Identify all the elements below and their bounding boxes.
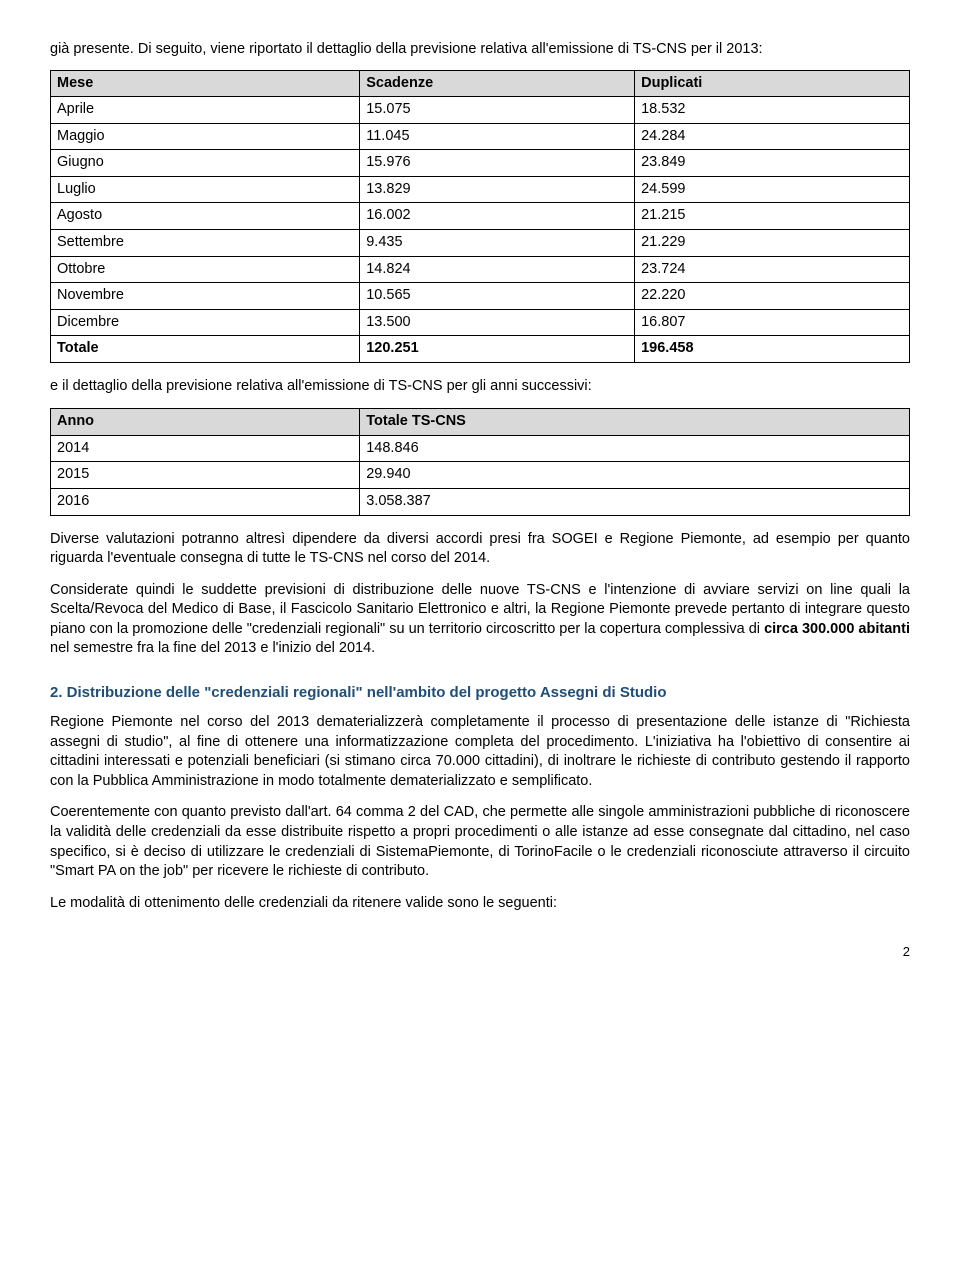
yearly-table: Anno Totale TS-CNS 2014148.846201529.940… [50, 408, 910, 515]
table-cell: 24.284 [635, 123, 910, 150]
table-cell: 21.229 [635, 229, 910, 256]
table-cell: 16.002 [360, 203, 635, 230]
table-cell: Luglio [51, 176, 360, 203]
total-label: Totale [51, 336, 360, 363]
table-cell: 10.565 [360, 283, 635, 310]
body-paragraph: Le modalità di ottenimento delle credenz… [50, 894, 910, 914]
mid-paragraph: e il dettaglio della previsione relativa… [50, 377, 910, 397]
table-cell: 3.058.387 [360, 489, 910, 516]
table-cell: 148.846 [360, 435, 910, 462]
table-row: Aprile15.07518.532 [51, 97, 910, 124]
table-row: Luglio13.82924.599 [51, 176, 910, 203]
table-cell: Giugno [51, 150, 360, 177]
table-cell: Ottobre [51, 256, 360, 283]
col-anno: Anno [51, 409, 360, 436]
table-row: Dicembre13.50016.807 [51, 309, 910, 336]
table-cell: 15.976 [360, 150, 635, 177]
table-cell: 29.940 [360, 462, 910, 489]
table-row: Agosto16.00221.215 [51, 203, 910, 230]
col-mese: Mese [51, 70, 360, 97]
table-cell: 14.824 [360, 256, 635, 283]
table-cell: 2016 [51, 489, 360, 516]
table-cell: Dicembre [51, 309, 360, 336]
table-row: 20163.058.387 [51, 489, 910, 516]
table-cell: Settembre [51, 229, 360, 256]
table-cell: 18.532 [635, 97, 910, 124]
table-header-row: Anno Totale TS-CNS [51, 409, 910, 436]
table-cell: 9.435 [360, 229, 635, 256]
table-cell: 15.075 [360, 97, 635, 124]
table-row: Ottobre14.82423.724 [51, 256, 910, 283]
total-scadenze: 120.251 [360, 336, 635, 363]
table-cell: 23.849 [635, 150, 910, 177]
body-paragraph: Diverse valutazioni potranno altresì dip… [50, 530, 910, 569]
table-cell: 2014 [51, 435, 360, 462]
intro-paragraph: già presente. Di seguito, viene riportat… [50, 40, 910, 60]
table-cell: 11.045 [360, 123, 635, 150]
total-duplicati: 196.458 [635, 336, 910, 363]
col-totale: Totale TS-CNS [360, 409, 910, 436]
table-cell: 13.829 [360, 176, 635, 203]
table-header-row: Mese Scadenze Duplicati [51, 70, 910, 97]
table-cell: 21.215 [635, 203, 910, 230]
table-cell: 2015 [51, 462, 360, 489]
col-duplicati: Duplicati [635, 70, 910, 97]
table-row: Maggio11.04524.284 [51, 123, 910, 150]
table-cell: 16.807 [635, 309, 910, 336]
table-row: 201529.940 [51, 462, 910, 489]
table-row: 2014148.846 [51, 435, 910, 462]
table-cell: 22.220 [635, 283, 910, 310]
table-cell: Novembre [51, 283, 360, 310]
body-paragraph: Regione Piemonte nel corso del 2013 dema… [50, 713, 910, 791]
table-cell: Aprile [51, 97, 360, 124]
table-cell: Agosto [51, 203, 360, 230]
body-paragraph: Coerentemente con quanto previsto dall'a… [50, 803, 910, 881]
table-row: Giugno15.97623.849 [51, 150, 910, 177]
monthly-table: Mese Scadenze Duplicati Aprile15.07518.5… [50, 70, 910, 363]
table-total-row: Totale 120.251 196.458 [51, 336, 910, 363]
col-scadenze: Scadenze [360, 70, 635, 97]
table-cell: 24.599 [635, 176, 910, 203]
section-heading: 2. Distribuzione delle "credenziali regi… [50, 683, 910, 703]
table-row: Novembre10.56522.220 [51, 283, 910, 310]
bold-span: circa 300.000 abitanti [764, 621, 910, 637]
text-span: nel semestre fra la fine del 2013 e l'in… [50, 640, 375, 656]
body-paragraph: Considerate quindi le suddette prevision… [50, 581, 910, 659]
page-number: 2 [50, 943, 910, 961]
table-cell: 13.500 [360, 309, 635, 336]
table-cell: 23.724 [635, 256, 910, 283]
table-row: Settembre9.43521.229 [51, 229, 910, 256]
table-cell: Maggio [51, 123, 360, 150]
